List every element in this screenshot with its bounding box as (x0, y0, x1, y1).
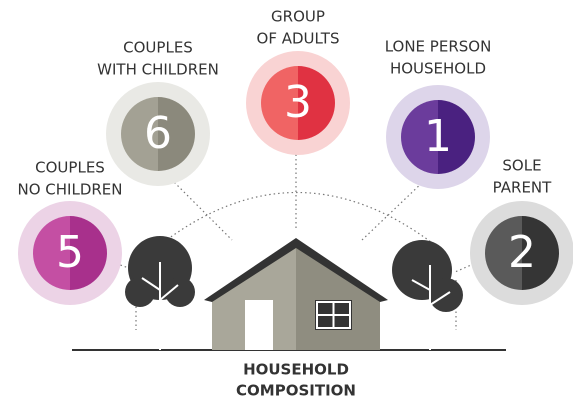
node-label: LONE PERSON (385, 38, 492, 56)
node-label: SOLE (502, 157, 541, 175)
house (204, 238, 388, 350)
node-label: PARENT (493, 179, 552, 197)
tree-left (125, 236, 195, 350)
node-label: COUPLES (35, 159, 105, 177)
title-line: HOUSEHOLD (243, 361, 349, 379)
node-label: WITH CHILDREN (97, 61, 219, 79)
dotted-arc (160, 193, 435, 246)
node-label: NO CHILDREN (18, 181, 123, 199)
title-line: COMPOSITION (236, 382, 356, 400)
node-number: 1 (424, 111, 452, 162)
node-number: 5 (56, 227, 84, 278)
node-label: OF ADULTS (257, 30, 340, 48)
node-number: 6 (144, 108, 172, 159)
node-number: 2 (508, 227, 536, 278)
tree-right (392, 240, 463, 350)
node-number: 3 (284, 77, 312, 128)
infographic: HOUSEHOLD COMPOSITION 5 COUPLES NO CHILDRE… (0, 0, 573, 403)
node-label: HOUSEHOLD (390, 60, 486, 78)
node-label: COUPLES (123, 39, 193, 57)
node-label: GROUP (271, 8, 325, 26)
